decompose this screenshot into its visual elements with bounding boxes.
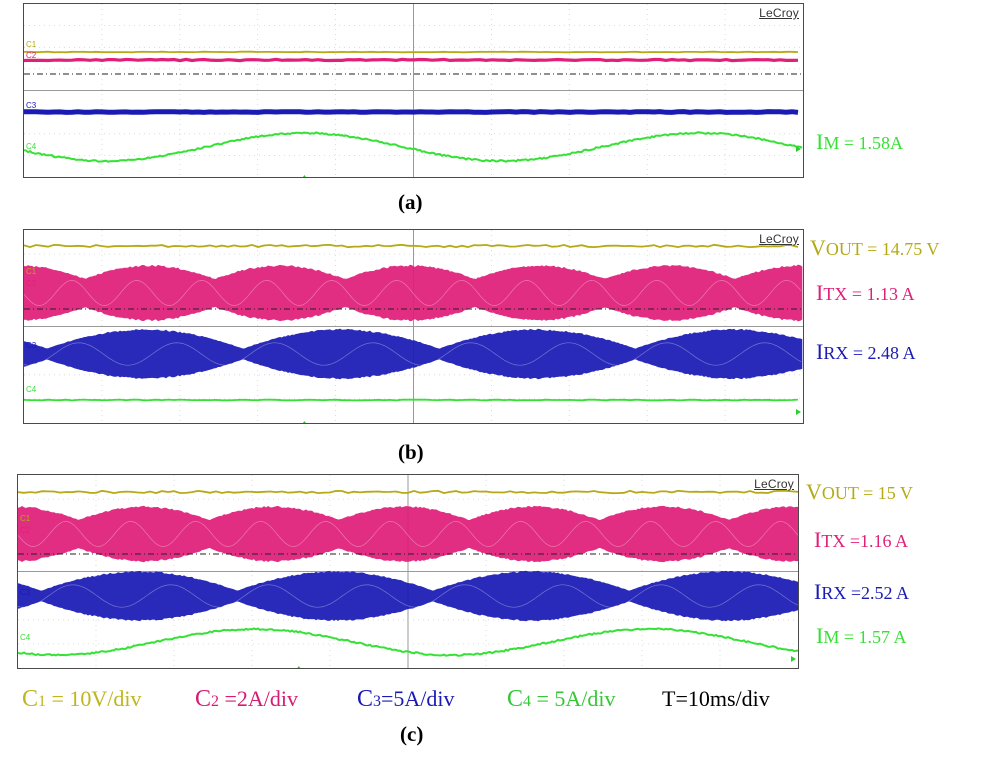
legend-c3: C3=5A/div <box>357 686 455 713</box>
measurement-im-c: IM = 1.57 A <box>816 623 907 649</box>
waveform-canvas-c: C1 C2 C3 C4 <box>18 475 798 668</box>
channel-tag-c4: C4 <box>20 633 31 642</box>
measurement-irx-b: IRX = 2.48 A <box>816 339 916 365</box>
channel-tag-c3: C3 <box>26 341 37 350</box>
scope-grid <box>18 475 798 668</box>
legend-c2: C2 =2A/div <box>195 686 298 713</box>
scope-panel-a: C1 C2 C3 C4 LeCroy <box>23 3 804 178</box>
legend-c4: C4 = 5A/div <box>507 686 616 713</box>
channel-tag-c2: C2 <box>26 51 37 60</box>
measurement-value: =2.52 A <box>846 583 909 603</box>
trace-c2 <box>24 59 798 60</box>
measurement-value: = 15 V <box>859 483 913 503</box>
measurement-symbol: V <box>806 479 822 504</box>
brand-label: LeCroy <box>754 477 794 491</box>
legend-symbol: C <box>195 686 211 712</box>
legend-timebase-label: T=10ms/div <box>662 686 770 711</box>
measurement-subscript: RX <box>821 583 846 603</box>
legend-value: =2A/div <box>219 686 298 711</box>
channel-tag-c1: C1 <box>20 514 31 523</box>
measurement-subscript: OUT <box>822 483 859 503</box>
legend-symbol: C <box>507 686 523 712</box>
measurement-subscript: M <box>823 627 839 647</box>
measurement-value: = 2.48 A <box>848 343 915 363</box>
legend-symbol: C <box>22 686 38 712</box>
legend-value: =5A/div <box>381 686 455 711</box>
scope-panel-c: C1 C2 C3 C4 LeCroy <box>17 474 799 669</box>
channel-tag-c2: C2 <box>26 279 37 288</box>
measurement-value: =1.16 A <box>845 531 908 551</box>
level-marker <box>796 409 801 415</box>
legend-subscript: 1 <box>38 693 46 710</box>
scope-grid <box>24 230 803 423</box>
channel-tag-c4: C4 <box>26 385 37 394</box>
trace-c4 <box>24 400 798 401</box>
legend-symbol: C <box>357 686 373 712</box>
channel-tag-c4: C4 <box>26 142 37 151</box>
measurement-value: = 1.57 A <box>839 627 906 647</box>
trace-c1 <box>24 245 798 247</box>
waveform-canvas-a: C1 C2 C3 C4 <box>24 4 803 177</box>
level-marker <box>791 656 796 662</box>
brand-label: LeCroy <box>759 6 799 20</box>
measurement-irx-c: IRX =2.52 A <box>814 579 909 605</box>
measurement-subscript: TX <box>821 531 845 551</box>
measurement-vout-b: VOUT = 14.75 V <box>810 235 939 261</box>
legend-subscript: 4 <box>523 693 531 710</box>
measurement-value: = 1.58A <box>839 133 903 153</box>
measurement-symbol: V <box>810 235 826 260</box>
measurement-value: = 14.75 V <box>863 239 940 259</box>
trigger-marker <box>301 421 307 423</box>
panel-caption-c: (c) <box>400 722 423 747</box>
measurement-subscript: M <box>823 133 839 153</box>
measurement-subscript: RX <box>823 343 848 363</box>
channel-tag-c1: C1 <box>26 40 37 49</box>
legend-timebase: T=10ms/div <box>662 686 770 712</box>
scope-panel-b: C1 C2 C3 C4 LeCroy <box>23 229 804 424</box>
legend-c1: C1 = 10V/div <box>22 686 142 713</box>
panel-caption-b: (b) <box>398 440 424 465</box>
measurement-vout-c: VOUT = 15 V <box>806 479 913 505</box>
measurement-subscript: TX <box>823 284 847 304</box>
channel-tag-c3: C3 <box>26 101 37 110</box>
trigger-marker <box>301 175 307 177</box>
scope-grid <box>24 4 803 177</box>
channel-tag-c3: C3 <box>20 588 31 597</box>
trace-c3 <box>24 112 798 113</box>
panel-caption-a: (a) <box>398 190 423 215</box>
channel-tag-c1: C1 <box>26 267 37 276</box>
measurement-itx-b: ITX = 1.13 A <box>816 280 915 306</box>
legend-subscript: 3 <box>373 693 381 710</box>
legend-value: = 5A/div <box>531 686 616 711</box>
measurement-value: = 1.13 A <box>847 284 914 304</box>
measurement-itx-c: ITX =1.16 A <box>814 527 908 553</box>
legend-subscript: 2 <box>211 693 219 710</box>
trace-c1 <box>24 52 798 53</box>
waveform-canvas-b: C1 C2 C3 C4 <box>24 230 803 423</box>
trigger-marker <box>296 666 302 668</box>
brand-label: LeCroy <box>759 232 799 246</box>
measurement-subscript: OUT <box>826 239 863 259</box>
legend-value: = 10V/div <box>46 686 142 711</box>
channel-tag-c2: C2 <box>20 526 31 535</box>
measurement-im-a: IM = 1.58A <box>816 129 903 155</box>
